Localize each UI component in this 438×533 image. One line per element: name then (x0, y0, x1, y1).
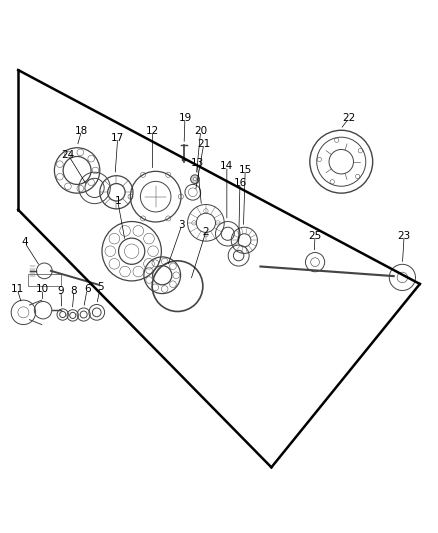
Text: 13: 13 (191, 158, 204, 167)
Text: 22: 22 (343, 113, 356, 123)
Text: 10: 10 (35, 284, 49, 294)
Text: 14: 14 (220, 161, 233, 171)
Text: 21: 21 (197, 139, 210, 149)
Circle shape (191, 175, 199, 183)
Text: 4: 4 (21, 238, 28, 247)
Text: 3: 3 (179, 220, 185, 230)
Text: 18: 18 (75, 126, 88, 136)
Text: 15: 15 (239, 165, 252, 175)
Text: 1: 1 (114, 196, 121, 206)
Text: 8: 8 (71, 286, 78, 295)
Text: 16: 16 (233, 177, 247, 188)
Text: 5: 5 (97, 282, 103, 293)
Text: 6: 6 (84, 284, 91, 294)
Text: 2: 2 (203, 227, 209, 237)
Text: 24: 24 (62, 150, 75, 160)
Text: 17: 17 (111, 133, 124, 143)
Bar (28, 274, 60, 286)
Text: 19: 19 (178, 113, 191, 123)
Circle shape (194, 177, 197, 181)
Text: 20: 20 (194, 126, 207, 136)
Text: 25: 25 (308, 231, 321, 241)
Text: 9: 9 (58, 286, 64, 295)
Text: 11: 11 (11, 284, 24, 294)
Text: 23: 23 (398, 231, 411, 241)
Text: 12: 12 (146, 126, 159, 136)
